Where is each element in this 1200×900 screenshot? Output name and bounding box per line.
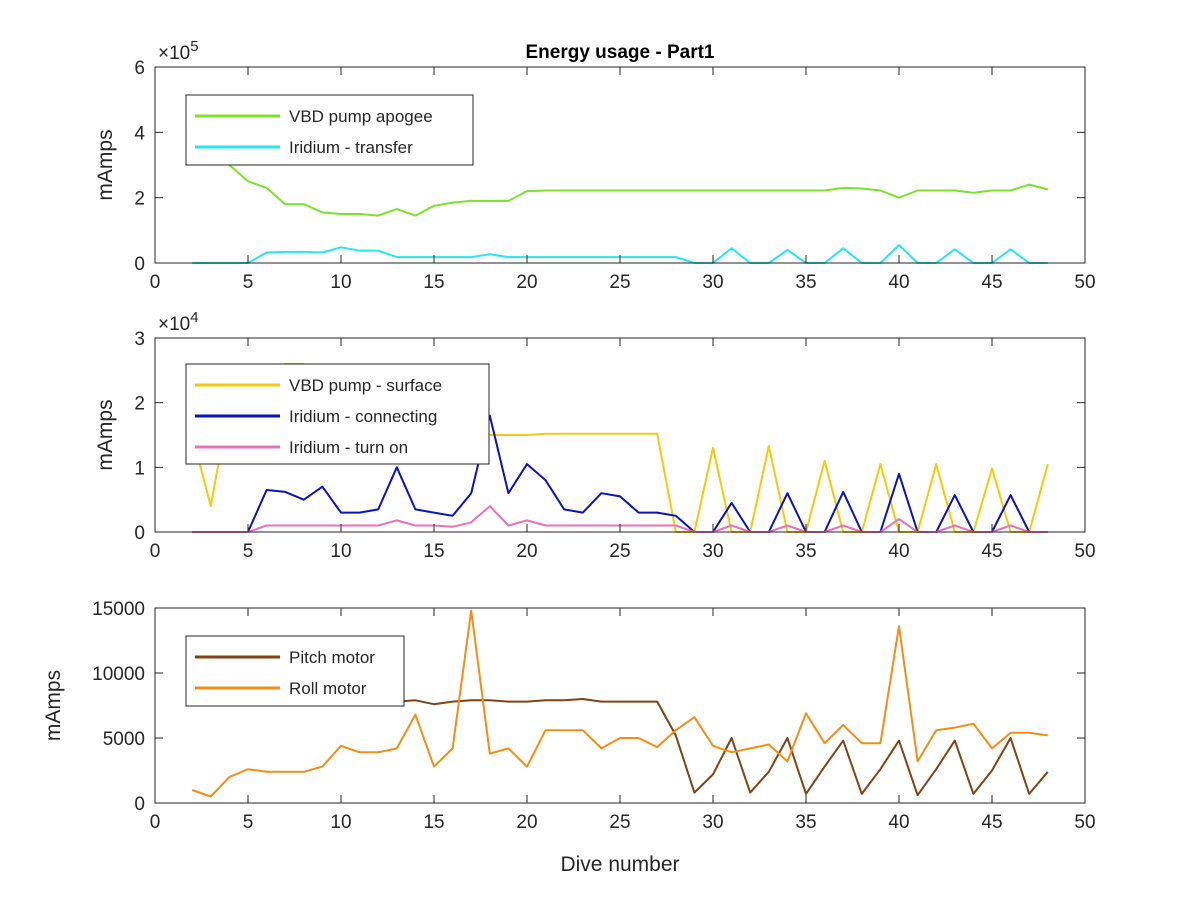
y-exponent-label: ×104 (158, 309, 199, 335)
x-tick-label: 10 (330, 272, 351, 293)
x-tick-label: 50 (1074, 812, 1095, 833)
x-tick-label: 5 (243, 812, 254, 833)
x-tick-label: 35 (795, 812, 816, 833)
x-tick-label: 45 (981, 272, 1002, 293)
x-tick-label: 0 (150, 541, 161, 562)
legend-entry-2: Iridium - connecting (289, 407, 437, 426)
series-group (191, 609, 1049, 798)
legend-entry-3: Iridium - turn on (289, 438, 408, 457)
legend-box (185, 635, 405, 707)
x-tick-label: 40 (888, 272, 909, 293)
x-tick-label: 15 (423, 541, 444, 562)
y-tick-label: 10000 (92, 664, 145, 685)
subplot-3: 0 5 10 15 20 25 30 35 40 45 50 0 5000 10000 15000 mAmps… (42, 599, 1096, 833)
exponent-base: ×10 (158, 43, 190, 64)
x-tick-label: 50 (1074, 272, 1095, 293)
x-tick-label: 35 (795, 272, 816, 293)
y-tick-label: 2 (134, 394, 145, 415)
x-tick-label: 30 (702, 272, 723, 293)
y-axis-label: mAmps (94, 129, 117, 200)
y-tick-label: 2 (134, 189, 145, 210)
exponent-power: 5 (190, 38, 198, 55)
series-line-2 (192, 414, 1048, 533)
x-axis-label: Dive number (560, 853, 679, 876)
exponent-base: ×10 (158, 314, 190, 335)
legend-entry-1: VBD pump - surface (289, 376, 442, 395)
y-tick-label: 0 (134, 794, 145, 815)
x-tick-label: 5 (243, 272, 254, 293)
series-line-1 (191, 105, 1049, 217)
x-tick-label: 30 (702, 541, 723, 562)
y-axis-label: mAmps (94, 399, 117, 470)
y-tick-label: 6 (134, 58, 145, 79)
legend: VBD pump - surface Iridium - connecting Ir… (185, 363, 490, 465)
x-tick-label: 0 (150, 812, 161, 833)
x-tick-label: 20 (516, 541, 537, 562)
x-tick-label: 35 (795, 541, 816, 562)
legend: Pitch motor Roll motor (185, 635, 405, 707)
legend-entry-2: Roll motor (289, 679, 367, 698)
x-tick-label: 25 (609, 272, 630, 293)
y-tick-label: 0 (134, 254, 145, 275)
subplot-2: 0 5 10 15 20 25 30 35 40 45 50 0 1 2 3 ×104 mAmps VBD pum… (94, 309, 1096, 562)
legend-entry-1: VBD pump apogee (289, 107, 433, 126)
x-tick-label: 25 (609, 812, 630, 833)
x-tick-label: 30 (702, 812, 723, 833)
x-tick-label: 15 (423, 812, 444, 833)
y-tick-label: 4 (134, 123, 145, 144)
series-line-1 (396, 698, 1049, 797)
legend-entry-1: Pitch motor (289, 648, 375, 667)
y-axis-label: mAmps (42, 670, 65, 741)
x-tick-label: 25 (609, 541, 630, 562)
legend-entry-2: Iridium - transfer (289, 138, 413, 157)
x-tick-label: 15 (423, 272, 444, 293)
y-tick-label: 15000 (92, 599, 145, 620)
legend: VBD pump apogee Iridium - transfer (185, 94, 474, 166)
x-tick-label: 50 (1074, 541, 1095, 562)
x-tick-label: 10 (330, 541, 351, 562)
x-tick-label: 45 (981, 541, 1002, 562)
y-exponent-label: ×105 (158, 38, 199, 64)
x-tick-label: 45 (981, 812, 1002, 833)
exponent-power: 4 (190, 309, 198, 326)
y-tick-label: 3 (134, 329, 145, 350)
x-tick-label: 5 (243, 541, 254, 562)
y-tick-label: 5000 (103, 729, 145, 750)
x-tick-label: 40 (888, 541, 909, 562)
y-tick-label: 0 (134, 523, 145, 544)
series-line-2 (191, 609, 1048, 798)
y-tick-label: 1 (134, 458, 145, 479)
figure-title: Energy usage - Part1 (525, 42, 714, 63)
legend-box (185, 94, 474, 166)
x-tick-label: 40 (888, 812, 909, 833)
x-tick-label: 10 (330, 812, 351, 833)
x-tick-label: 0 (150, 272, 161, 293)
x-tick-label: 20 (516, 272, 537, 293)
x-tick-label: 20 (516, 812, 537, 833)
